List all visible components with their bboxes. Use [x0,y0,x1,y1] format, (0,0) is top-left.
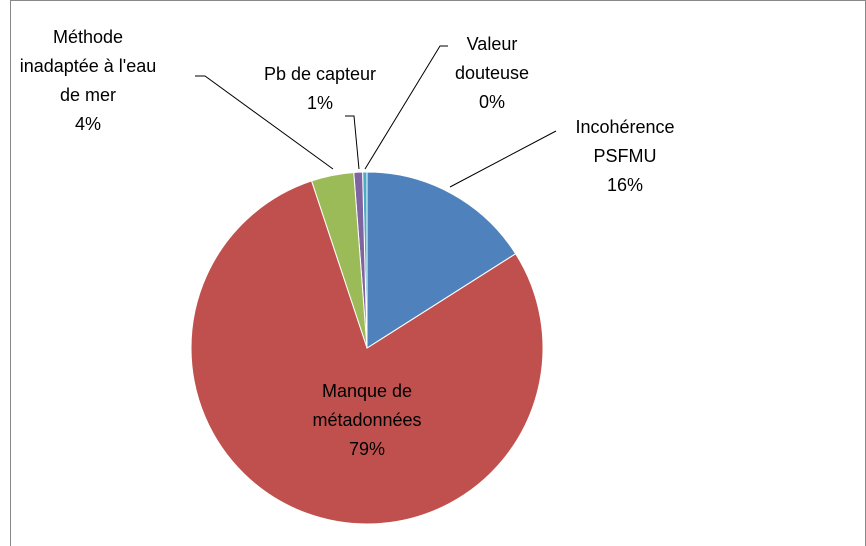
category-label: Méthode inadaptée à l'eau de mer [19,27,157,105]
leader-line [345,115,360,170]
value-label: 4% [74,114,101,134]
label-box: Méthode inadaptée à l'eau de mer 4% [18,23,158,139]
slice-label: Incohérence PSFMU 16% [560,113,690,200]
slice-label: Pb de capteur 1% [245,60,395,118]
slice-label: Manque de métadonnées 79% [287,377,447,464]
category-label: Manque de métadonnées [312,381,422,430]
category-label: Incohérence PSFMU [575,117,675,166]
label-box: Manque de métadonnées 79% [287,377,447,464]
label-box: Incohérence PSFMU 16% [560,113,690,200]
value-label: 0% [478,92,505,112]
value-label: 1% [306,93,333,113]
label-box: Pb de capteur 1% [245,60,395,118]
slice-label: Méthode inadaptée à l'eau de mer 4% [18,23,158,139]
category-label: Valeur douteuse [454,34,530,83]
leader-line [195,75,334,170]
pie-slice [366,171,517,349]
leader-line [364,45,448,170]
leader-line [449,130,557,188]
pie-slice [190,180,544,525]
value-label: 16% [606,175,644,195]
label-box: Valeur douteuse 0% [442,30,542,117]
slice-label: Valeur douteuse 0% [442,30,542,117]
value-label: 79% [348,439,386,459]
category-label: Pb de capteur [263,64,377,84]
